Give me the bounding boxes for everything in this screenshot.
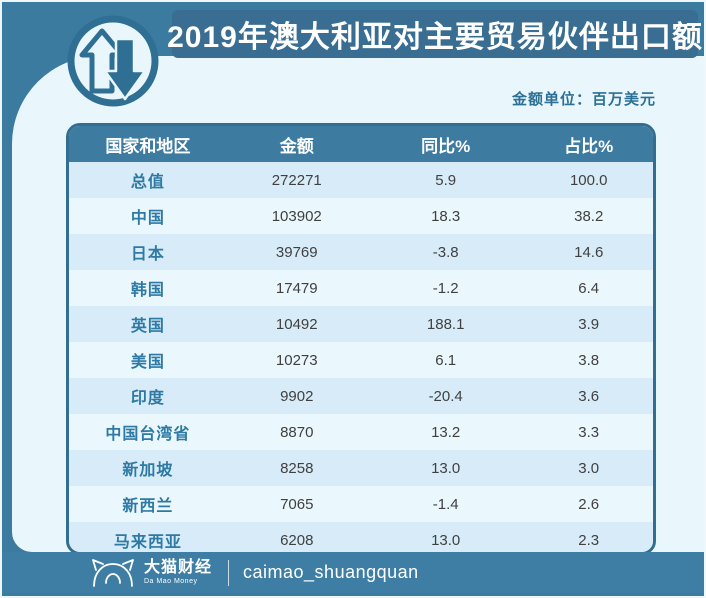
table-row: 新加坡 8258 13.0 3.0: [69, 450, 653, 486]
cell-country: 中国台湾省: [105, 426, 191, 443]
table-row: 印度 9902 -20.4 3.6: [69, 378, 653, 414]
cell-country: 新加坡: [122, 462, 174, 479]
cell-yoy: 6.1: [435, 351, 457, 369]
table-row: 总值 272271 5.9 100.0: [69, 162, 653, 198]
table-body: 总值 272271 5.9 100.0 中国 103902 18.3 38.2 …: [69, 162, 653, 552]
cell-share: 3.6: [578, 387, 600, 405]
cell-country: 印度: [130, 390, 165, 407]
cell-share: 2.3: [578, 531, 600, 549]
unit-label: 金额单位：百万美元: [511, 91, 656, 108]
up-down-arrows-icon: [66, 14, 160, 108]
trade-table: 国家和地区 金额 同比% 占比% 总值 272271 5.9 100.0 中国 …: [66, 123, 656, 555]
header-yoy: 同比%: [421, 136, 471, 156]
cell-share: 2.6: [578, 495, 600, 513]
table-row: 中国 103902 18.3 38.2: [69, 198, 653, 234]
cell-country: 马来西亚: [113, 534, 182, 551]
cell-yoy: -20.4: [428, 387, 463, 405]
wechat-id: caimao_shuangquan: [243, 562, 419, 582]
cell-amount: 9902: [280, 387, 314, 405]
cell-amount: 103902: [271, 207, 322, 225]
cell-share: 38.2: [574, 207, 604, 225]
header-share: 占比%: [564, 136, 614, 156]
cell-country: 美国: [130, 354, 165, 371]
cell-amount: 10492: [275, 315, 318, 333]
cell-share: 3.9: [578, 315, 600, 333]
cell-share: 3.8: [578, 351, 600, 369]
brand-name-cn: 大猫财经: [144, 559, 213, 576]
cell-yoy: -3.8: [432, 243, 459, 261]
cell-amount: 17479: [275, 279, 318, 297]
cell-yoy: 13.0: [431, 531, 461, 549]
cell-country: 韩国: [130, 282, 165, 299]
cell-yoy: -1.4: [432, 495, 459, 513]
table-header-row: 国家和地区 金额 同比% 占比%: [69, 126, 653, 162]
cell-yoy: -1.2: [432, 279, 459, 297]
cell-amount: 8870: [280, 423, 314, 441]
cell-country: 英国: [130, 318, 165, 335]
cell-country: 总值: [130, 174, 165, 191]
cell-amount: 6208: [280, 531, 314, 549]
cell-yoy: 13.2: [431, 423, 461, 441]
table-row: 日本 39769 -3.8 14.6: [69, 234, 653, 270]
cell-yoy: 13.0: [431, 459, 461, 477]
title-banner: 2019年澳大利亚对主要贸易伙伴出口额: [167, 10, 702, 58]
cell-country: 日本: [130, 246, 165, 263]
cell-country: 新西兰: [122, 498, 174, 515]
cell-amount: 7065: [280, 495, 314, 513]
cell-yoy: 5.9: [435, 171, 457, 189]
brand-block: 大猫财经 Da Mao Money: [144, 559, 213, 586]
table-row: 新西兰 7065 -1.4 2.6: [69, 486, 653, 522]
cat-face-logo: [92, 558, 134, 587]
header-country: 国家和地区: [105, 136, 191, 156]
table-row: 英国 10492 188.1 3.9: [69, 306, 653, 342]
cell-share: 6.4: [578, 279, 600, 297]
table-row: 韩国 17479 -1.2 6.4: [69, 270, 653, 306]
cell-share: 14.6: [574, 243, 604, 261]
page-title: 2019年澳大利亚对主要贸易伙伴出口额: [167, 21, 703, 54]
footer-bar: 大猫财经 Da Mao Money caimao_shuangquan: [2, 552, 704, 593]
footer-divider: [228, 559, 230, 586]
cell-yoy: 18.3: [431, 207, 461, 225]
cell-country: 中国: [130, 210, 165, 227]
cell-amount: 39769: [275, 243, 318, 261]
cell-share: 3.0: [578, 459, 600, 477]
brand-name-en: Da Mao Money: [144, 578, 198, 585]
table-row: 马来西亚 6208 13.0 2.3: [69, 522, 653, 552]
table-row: 美国 10273 6.1 3.8: [69, 342, 653, 378]
cell-amount: 8258: [280, 459, 314, 477]
cell-yoy: 188.1: [426, 315, 465, 333]
header-amount: 金额: [279, 136, 314, 156]
cell-amount: 272271: [271, 171, 322, 189]
cell-share: 3.3: [578, 423, 600, 441]
table-row: 中国台湾省 8870 13.2 3.3: [69, 414, 653, 450]
cell-share: 100.0: [569, 171, 608, 189]
cell-amount: 10273: [275, 351, 318, 369]
